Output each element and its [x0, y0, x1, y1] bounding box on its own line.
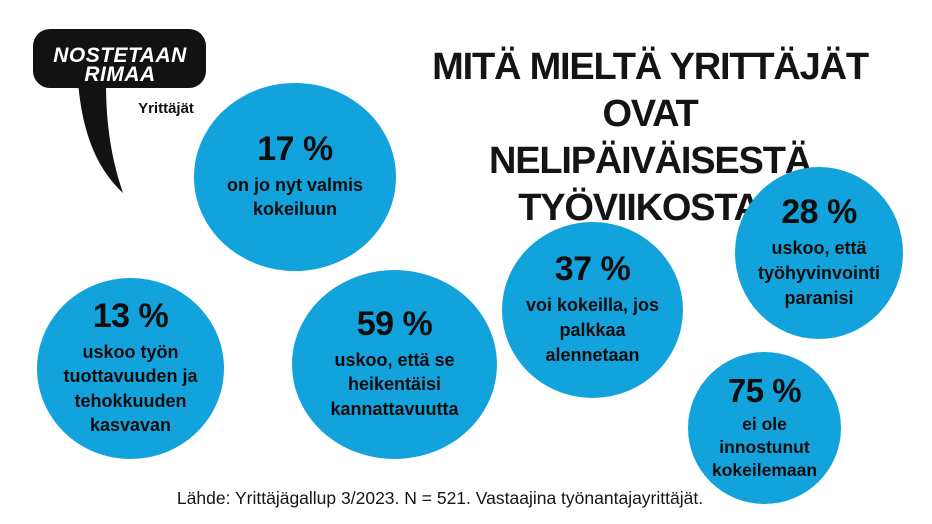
- title-line-1: MITÄ MIELTÄ YRITTÄJÄT OVAT: [432, 46, 869, 135]
- logo-text-line2: RIMAA: [84, 63, 155, 86]
- bubble-59-percent: 59 % uskoo, että se heikentäisi kannatta…: [292, 270, 497, 459]
- source-note: Lähde: Yrittäjägallup 3/2023. N = 521. V…: [176, 488, 704, 508]
- bubble-28-percent: 28 % uskoo, että työhyvinvointi paranisi: [735, 167, 903, 339]
- bubble-percent-value: 13 %: [92, 297, 169, 336]
- speech-bubble-tail: [78, 82, 123, 193]
- nostetaan-rimaa-logo: NOSTETAAN RIMAA Yrittäjät: [33, 29, 206, 193]
- bubble-percent-value: 75 %: [727, 371, 802, 409]
- bubble-percent-value: 17 %: [257, 129, 333, 168]
- bubble-75-percent: 75 % ei ole innostunut kokeilemaan: [688, 352, 841, 504]
- bubble-label: uskoo, että se heikentäisi kannattavuutt…: [330, 349, 459, 420]
- bubble-percent-value: 37 %: [554, 250, 631, 289]
- logo-org-label: Yrittäjät: [138, 100, 194, 117]
- bubble-17-percent: 17 % on jo nyt valmis kokeiluun: [194, 83, 396, 271]
- bubble-label: uskoo, että työhyvinvointi paranisi: [757, 238, 880, 308]
- page-title: MITÄ MIELTÄ YRITTÄJÄT OVAT NELIPÄIVÄISES…: [388, 44, 912, 232]
- title-line-2: NELIPÄIVÄISESTÄ: [489, 140, 812, 182]
- bubble-37-percent: 37 % voi kokeilla, jos palkkaa alennetaa…: [502, 222, 683, 398]
- bubble-label: uskoo työn tuottavuuden ja tehokkuuden k…: [63, 341, 198, 436]
- logo-text-line1: NOSTETAAN: [53, 44, 187, 67]
- bubble-percent-value: 59 %: [356, 304, 433, 343]
- bubble-label: on jo nyt valmis kokeiluun: [226, 174, 364, 220]
- title-line-3: TYÖVIIKOSTA?: [518, 187, 783, 229]
- bubble-13-percent: 13 % uskoo työn tuottavuuden ja tehokkuu…: [37, 278, 224, 459]
- speech-bubble-shape: [33, 29, 206, 88]
- bubble-label: voi kokeilla, jos palkkaa alennetaan: [525, 295, 660, 365]
- bubble-percent-value: 28 %: [781, 193, 857, 232]
- bubble-label: ei ole innostunut kokeilemaan: [711, 414, 818, 481]
